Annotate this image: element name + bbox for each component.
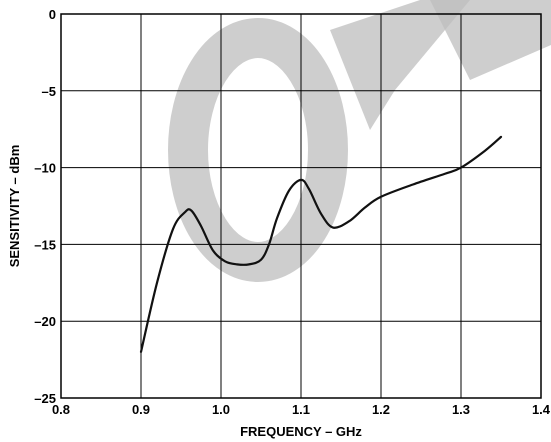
watermark-obsolete: [168, 0, 551, 282]
y-tick-label: –25: [34, 391, 56, 406]
y-axis-label: SENSITIVITY – dBm: [7, 145, 22, 268]
x-tick-label: 0.8: [52, 402, 70, 417]
series-layer: [139, 135, 503, 354]
x-tick-label: 1.1: [292, 402, 310, 417]
y-tick-label: –20: [34, 314, 56, 329]
y-tick-label: –10: [34, 161, 56, 176]
y-tick-label: 0: [49, 7, 56, 22]
y-tick-labels: 0 –5 –10 –15 –20 –25: [34, 7, 56, 406]
x-tick-label: 0.9: [132, 402, 150, 417]
x-tick-label: 1.0: [212, 402, 230, 417]
plot-frame: [60, 13, 542, 399]
x-tick-label: 1.3: [452, 402, 470, 417]
x-tick-label: 1.2: [372, 402, 390, 417]
x-tick-label: 1.4: [532, 402, 551, 417]
x-tick-labels: 0.8 0.9 1.0 1.1 1.2 1.3 1.4: [52, 402, 551, 417]
x-axis-label: FREQUENCY – GHz: [240, 424, 362, 439]
sensitivity-series-line: [139, 135, 503, 354]
y-tick-label: –15: [34, 237, 56, 252]
y-tick-label: –5: [42, 84, 56, 99]
